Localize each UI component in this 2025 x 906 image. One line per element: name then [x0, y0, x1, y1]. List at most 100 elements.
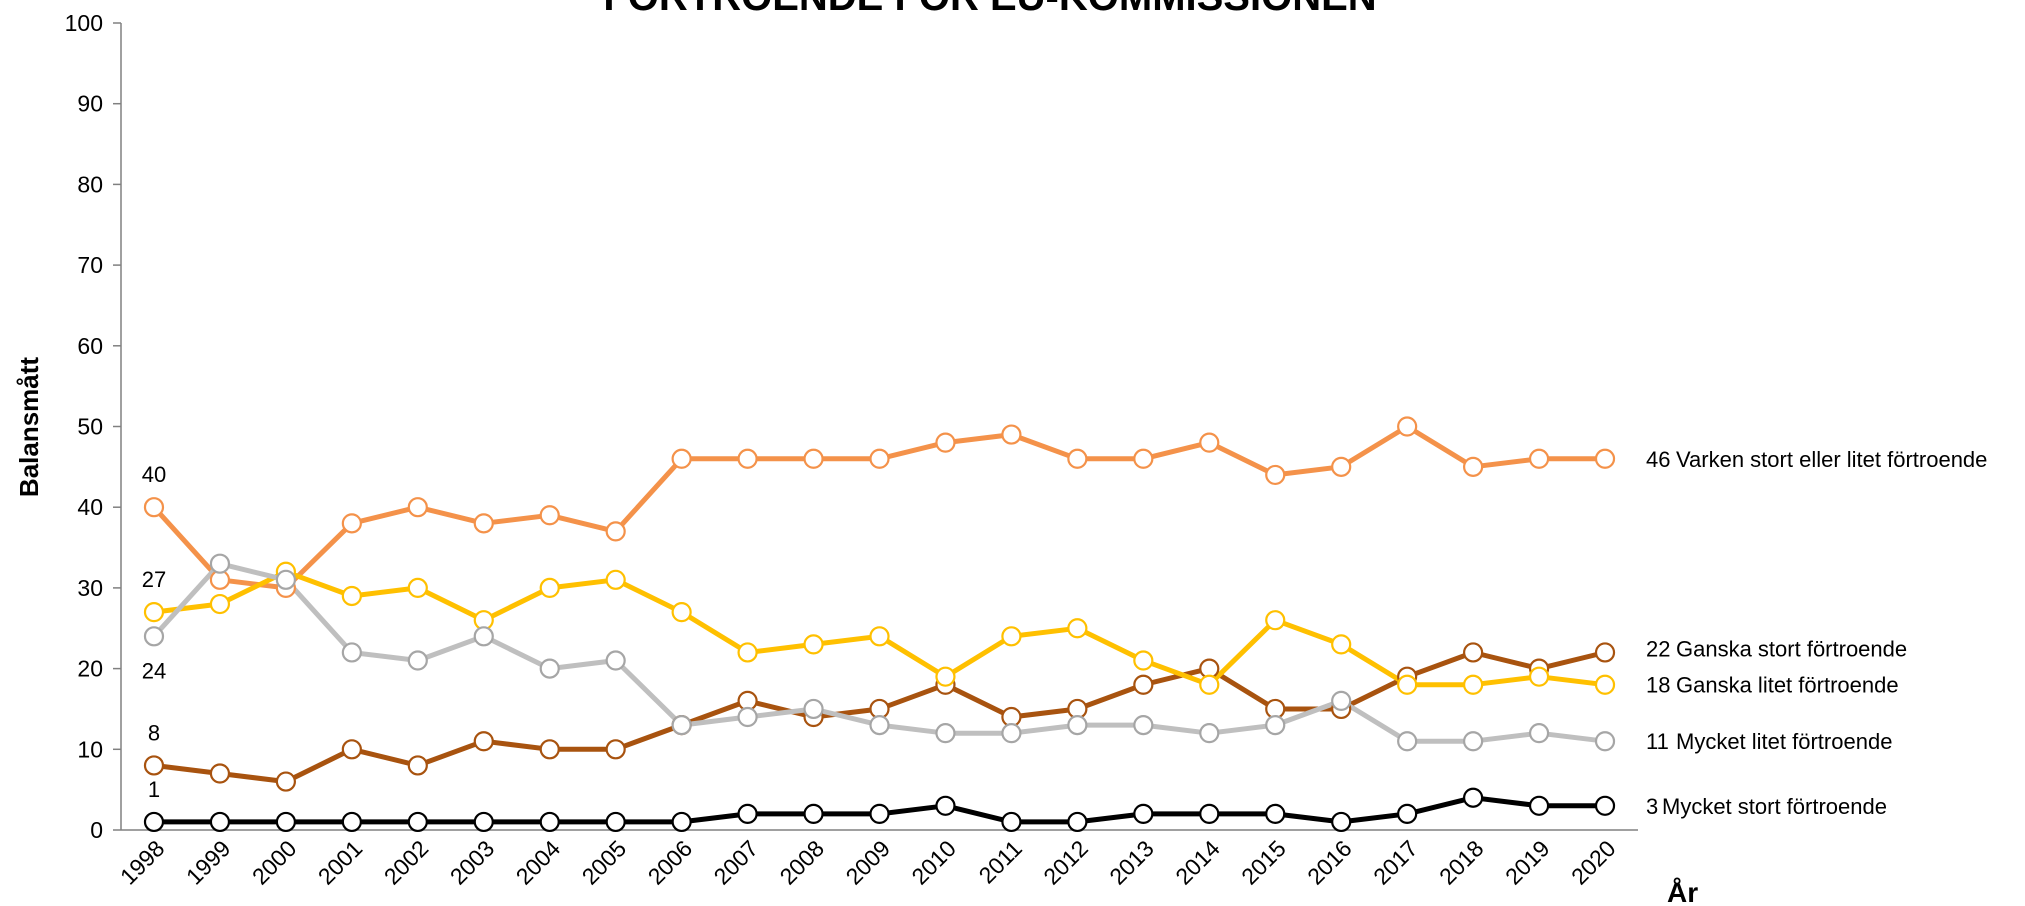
legend-label: Mycket litet förtroende: [1676, 729, 1892, 754]
x-tick-label: 2008: [775, 835, 830, 890]
data-point: [1067, 448, 1088, 469]
data-point: [935, 432, 956, 453]
y-tick-label: 60: [77, 333, 103, 359]
data-point: [539, 739, 560, 760]
chart-title: FÖRTROENDE FÖR EU-KOMMISSIONEN: [603, 0, 1376, 19]
x-tick-label: 2020: [1566, 835, 1621, 890]
data-point: [407, 577, 428, 599]
data-point: [737, 448, 758, 469]
y-tick-label: 20: [77, 656, 103, 682]
data-point: [1199, 803, 1220, 824]
data-point: [1397, 803, 1418, 824]
data-point: [1594, 674, 1616, 695]
x-tick-label: 1999: [181, 835, 236, 890]
data-point: [539, 505, 560, 526]
y-tick-label: 0: [90, 817, 103, 843]
data-point: [869, 448, 890, 469]
x-tick-label: 2006: [643, 835, 698, 890]
data-point: [935, 723, 956, 744]
x-tick-label: 2010: [906, 835, 961, 890]
data-point: [1397, 416, 1418, 437]
data-point: [209, 553, 231, 574]
data-point: [1133, 714, 1154, 736]
data-point: [1199, 723, 1220, 744]
data-point: [737, 642, 758, 663]
y-tick-label: 90: [77, 91, 103, 117]
data-point: [473, 626, 494, 647]
x-tick-label: 2013: [1104, 835, 1159, 890]
y-axis-label: Balansmått: [14, 357, 44, 497]
data-point: [1463, 731, 1484, 752]
data-label: 22: [1646, 636, 1670, 661]
data-point: [539, 577, 560, 599]
data-point: [935, 795, 956, 816]
x-tick-label: 2017: [1368, 835, 1423, 890]
data-point: [1199, 432, 1220, 453]
y-tick-label: 80: [77, 171, 103, 197]
data-label: 46: [1646, 447, 1670, 472]
data-point: [1001, 626, 1022, 647]
data-point: [143, 497, 165, 518]
data-point: [1133, 674, 1154, 695]
data-label: 27: [142, 567, 166, 592]
x-tick-label: 2016: [1302, 835, 1357, 890]
x-tick-label: 2007: [709, 835, 764, 890]
x-tick-label: 1998: [115, 835, 170, 890]
data-point: [1594, 642, 1616, 663]
data-point: [143, 602, 165, 623]
data-point: [1001, 424, 1022, 445]
data-point: [1133, 448, 1154, 469]
data-point: [539, 658, 560, 679]
x-axis-label: År: [1667, 877, 1698, 906]
data-point: [341, 513, 362, 534]
data-point: [1331, 811, 1352, 833]
data-label: 18: [1646, 673, 1670, 698]
data-point: [1265, 714, 1286, 736]
data-point: [737, 706, 758, 728]
data-point: [1528, 723, 1550, 744]
y-tick-label: 70: [77, 252, 103, 278]
data-point: [869, 626, 890, 647]
x-tick-label: 2001: [313, 835, 368, 890]
data-point: [803, 634, 824, 655]
data-point: [473, 811, 494, 833]
data-point: [275, 811, 296, 833]
data-label: 8: [148, 720, 160, 745]
x-tick-label: 2002: [379, 835, 434, 890]
data-point: [803, 448, 824, 469]
data-point: [341, 642, 362, 663]
data-point: [341, 811, 362, 833]
data-point: [1528, 666, 1550, 687]
x-tick-label: 2014: [1170, 835, 1225, 890]
data-label: 1: [148, 777, 160, 802]
data-point: [1594, 448, 1616, 469]
data-point: [209, 763, 231, 784]
data-point: [869, 803, 890, 824]
y-tick-label: 40: [77, 494, 103, 520]
data-point: [605, 521, 626, 542]
data-point: [671, 811, 692, 833]
data-point: [803, 698, 824, 720]
data-point: [1331, 456, 1352, 477]
data-point: [1397, 674, 1418, 695]
data-point: [143, 755, 165, 776]
data-point: [737, 803, 758, 824]
y-tick-label: 10: [77, 736, 103, 762]
data-point: [1265, 610, 1286, 631]
x-tick-label: 2012: [1038, 835, 1093, 890]
data-point: [671, 448, 692, 469]
data-point: [1133, 650, 1154, 671]
x-tick-label: 2011: [974, 835, 1027, 888]
x-tick-label: 2009: [840, 835, 895, 890]
data-point: [1463, 456, 1484, 477]
data-point: [143, 626, 165, 647]
y-tick-label: 100: [65, 10, 103, 36]
data-point: [209, 811, 231, 833]
x-tick-label: 2015: [1236, 835, 1291, 890]
data-point: [1331, 634, 1352, 655]
data-point: [1001, 811, 1022, 833]
data-point: [869, 714, 890, 736]
data-point: [275, 771, 296, 792]
data-label: 24: [142, 658, 166, 683]
